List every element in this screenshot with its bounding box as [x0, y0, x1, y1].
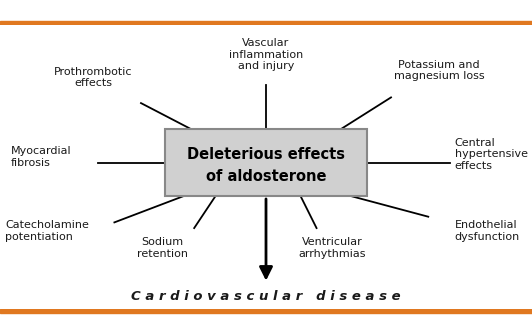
- Text: of aldosterone: of aldosterone: [206, 169, 326, 184]
- Text: Prothrombotic
effects: Prothrombotic effects: [54, 67, 132, 88]
- Text: Vascular
inflammation
and injury: Vascular inflammation and injury: [229, 38, 303, 71]
- Text: Sodium
retention: Sodium retention: [137, 237, 188, 259]
- Text: Endothelial
dysfunction: Endothelial dysfunction: [455, 220, 520, 242]
- Bar: [0, 21, 532, 25]
- Text: Medscape®: Medscape®: [8, 3, 86, 16]
- Bar: [0, 309, 532, 313]
- Text: Catecholamine
potentiation: Catecholamine potentiation: [5, 220, 89, 242]
- Text: Ventricular
arrhythmias: Ventricular arrhythmias: [299, 237, 366, 259]
- Text: Central
hypertensive
effects: Central hypertensive effects: [455, 138, 528, 171]
- Text: Source: CHF © 2005 Le Jacq Communications, Inc.: Source: CHF © 2005 Le Jacq Communication…: [269, 318, 516, 328]
- Text: www.medscape.com: www.medscape.com: [160, 3, 280, 16]
- Text: Myocardial
fibrosis: Myocardial fibrosis: [11, 146, 71, 168]
- Text: Deleterious effects: Deleterious effects: [187, 147, 345, 162]
- Text: C a r d i o v a s c u l a r   d i s e a s e: C a r d i o v a s c u l a r d i s e a s …: [131, 290, 401, 303]
- Text: Potassium and
magnesium loss: Potassium and magnesium loss: [394, 60, 484, 81]
- FancyBboxPatch shape: [165, 129, 367, 196]
